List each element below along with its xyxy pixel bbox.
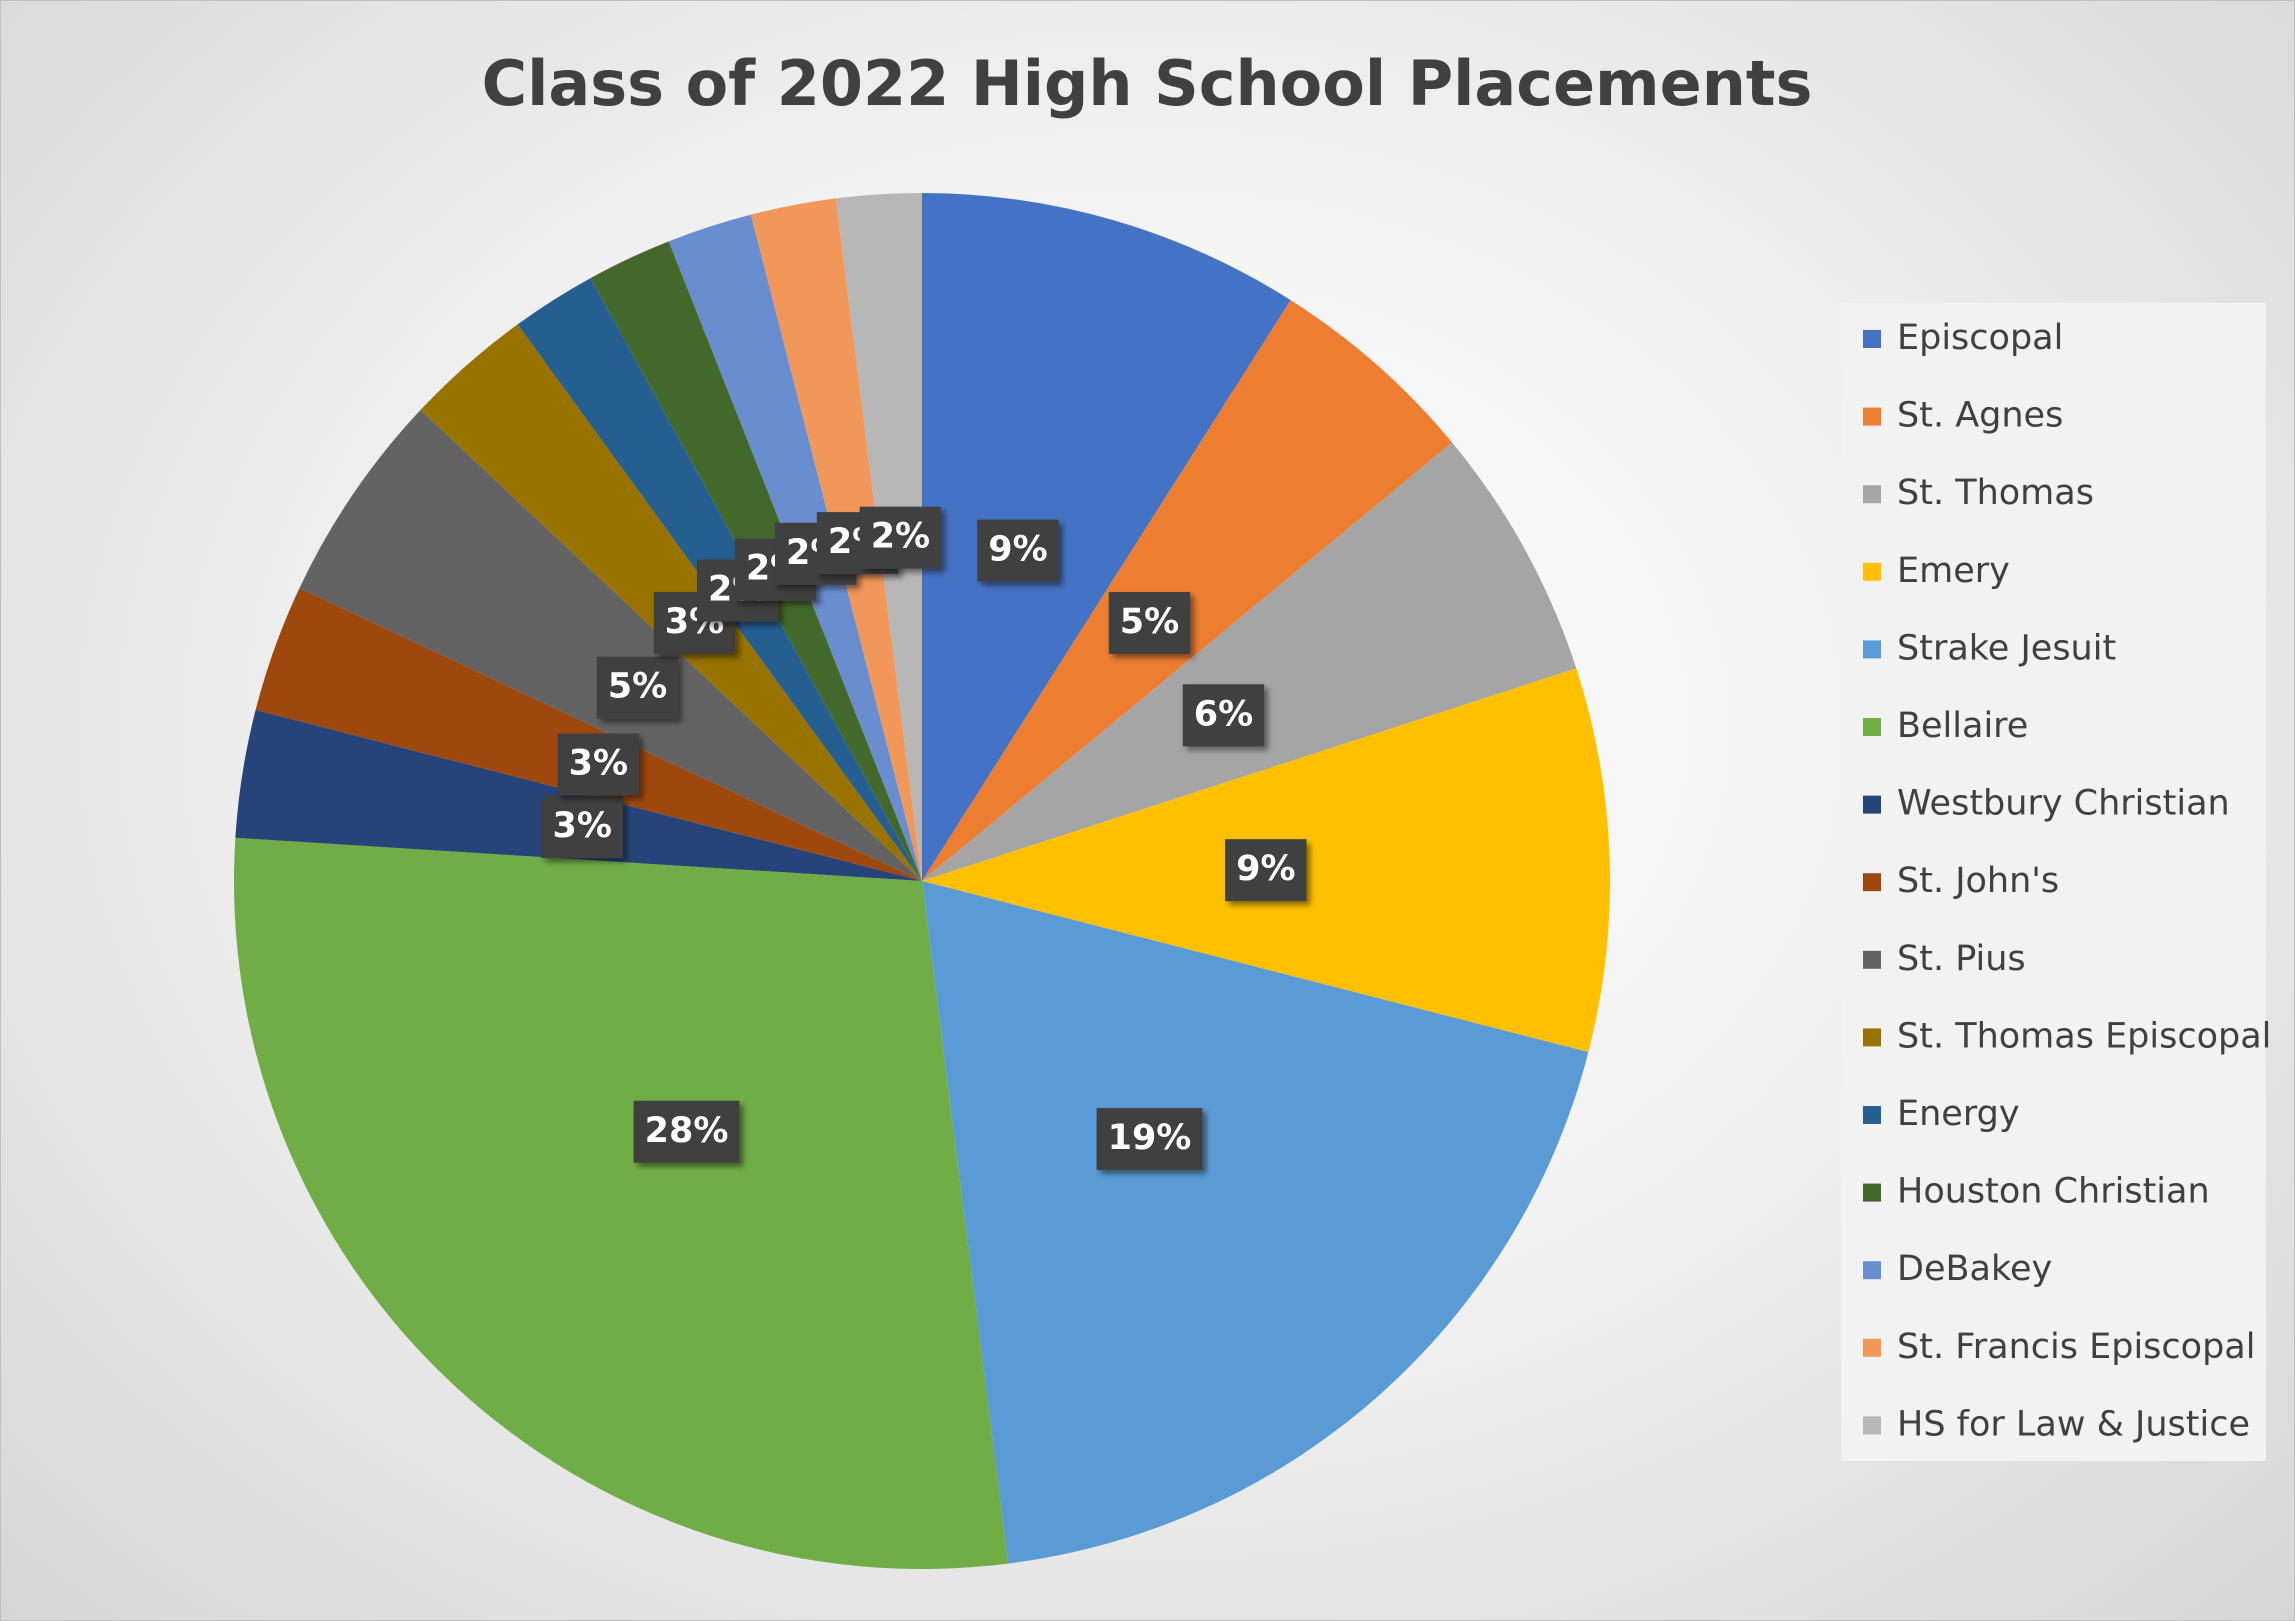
data-label: 5% bbox=[608, 667, 667, 707]
legend-label: Bellaire bbox=[1897, 706, 2028, 746]
legend-swatch bbox=[1863, 950, 1881, 969]
legend-box bbox=[1841, 303, 2266, 1461]
data-label: 19% bbox=[1108, 1118, 1192, 1158]
pie-slice bbox=[922, 442, 1577, 881]
pie-slice bbox=[922, 881, 1589, 1564]
legend-label: St. Pius bbox=[1897, 939, 2026, 979]
legend-label: Emery bbox=[1897, 551, 2010, 591]
legend-label: St. Thomas bbox=[1897, 473, 2094, 513]
legend-swatch bbox=[1863, 1338, 1881, 1357]
pie-slice bbox=[922, 300, 1453, 881]
legend-swatch bbox=[1863, 1183, 1881, 1202]
legend-label: St. Francis Episcopal bbox=[1897, 1327, 2255, 1367]
chart-title: Class of 2022 High School Placements bbox=[482, 47, 1813, 120]
data-label-box bbox=[557, 733, 640, 796]
data-label-box bbox=[1225, 839, 1307, 902]
legend-swatch bbox=[1863, 1261, 1881, 1280]
data-label-box bbox=[859, 506, 942, 569]
legend-swatch bbox=[1863, 562, 1881, 581]
legend-swatch bbox=[1863, 640, 1881, 659]
pie-slice bbox=[922, 193, 1291, 881]
legend-label: DeBakey bbox=[1897, 1249, 2052, 1289]
legend-swatch bbox=[1863, 1416, 1881, 1435]
data-label-box bbox=[596, 656, 679, 719]
legend-swatch bbox=[1863, 407, 1881, 426]
legend-swatch bbox=[1863, 718, 1881, 736]
legend-label: HS for Law & Justice bbox=[1897, 1404, 2250, 1444]
data-label-box bbox=[1108, 591, 1191, 654]
legend-swatch bbox=[1863, 795, 1881, 814]
legend-label: Energy bbox=[1897, 1094, 2020, 1134]
legend-label: Strake Jesuit bbox=[1897, 628, 2116, 668]
legend-swatch bbox=[1863, 873, 1881, 892]
legend-swatch bbox=[1863, 330, 1881, 348]
legend-label: Episcopal bbox=[1897, 318, 2063, 358]
data-label: 9% bbox=[988, 530, 1047, 570]
legend-swatch bbox=[1863, 1106, 1881, 1124]
data-label-box bbox=[1096, 1108, 1203, 1171]
data-label: 3% bbox=[569, 743, 628, 783]
pie-slice bbox=[233, 837, 1009, 1569]
data-label: 6% bbox=[1194, 694, 1253, 734]
legend-label: Houston Christian bbox=[1897, 1172, 2210, 1212]
data-label: 9% bbox=[1236, 849, 1295, 889]
legend-label: St. John's bbox=[1897, 861, 2059, 901]
legend-swatch bbox=[1863, 485, 1881, 504]
data-label: 28% bbox=[645, 1111, 729, 1151]
pie-slice bbox=[299, 410, 922, 881]
legend-swatch bbox=[1863, 1028, 1881, 1047]
data-label: 2% bbox=[871, 517, 930, 557]
data-label-box bbox=[633, 1100, 740, 1163]
data-label-box bbox=[1182, 684, 1265, 747]
data-label-box bbox=[977, 519, 1059, 582]
legend-label: St. Agnes bbox=[1897, 396, 2063, 436]
data-label: 3% bbox=[553, 806, 612, 846]
legend-label: Westbury Christian bbox=[1897, 784, 2230, 824]
data-label: 5% bbox=[1120, 602, 1179, 642]
legend-label: St. Thomas Episcopal bbox=[1897, 1016, 2271, 1056]
data-label-box bbox=[541, 796, 623, 859]
